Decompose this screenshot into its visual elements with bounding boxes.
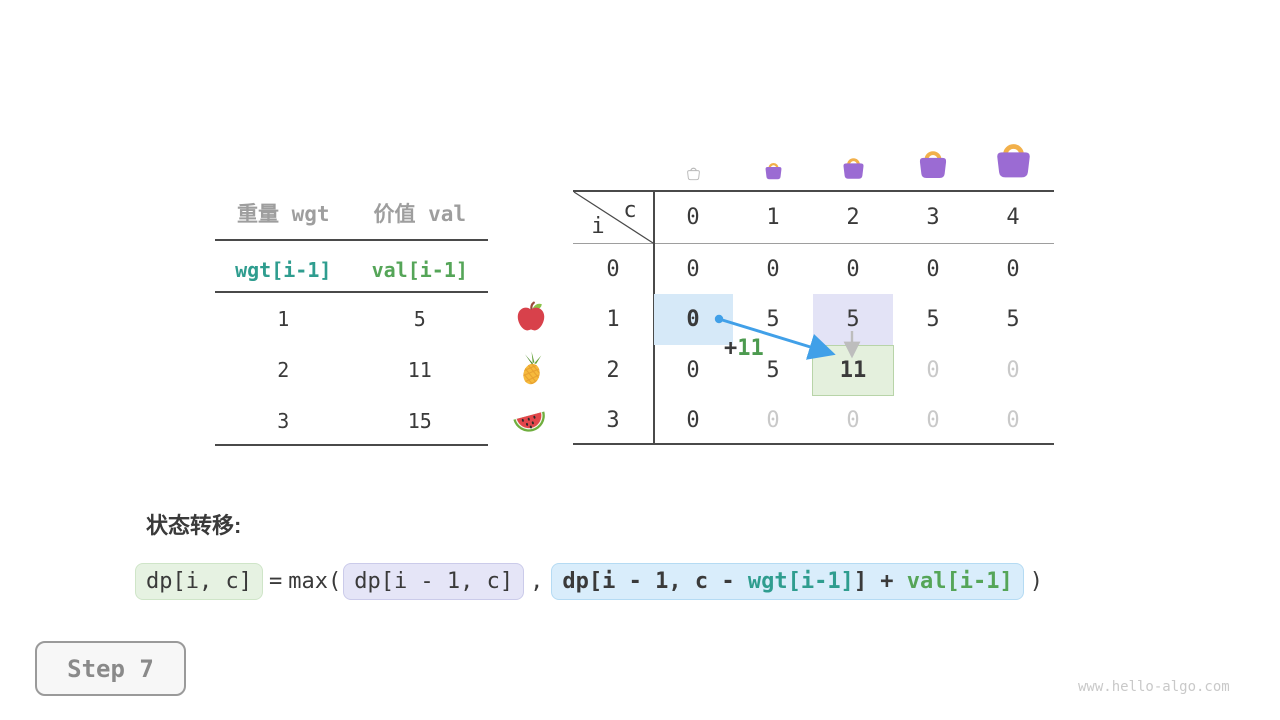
dp-col-header: 2 — [846, 205, 860, 230]
dp-cell-source: 0 — [686, 306, 700, 332]
item-weight: 1 — [277, 307, 290, 331]
dp-cell: 0 — [686, 256, 700, 282]
item-table-divider — [215, 444, 488, 446]
formula-max-open: max( — [288, 568, 342, 594]
item-value: 11 — [407, 358, 432, 382]
item-row-apple: 1 5 — [215, 307, 488, 331]
option2-wgt-term: wgt[i-1] — [747, 568, 854, 594]
dp-col-header: 1 — [766, 205, 780, 230]
bag-icon-size-1 — [762, 158, 785, 186]
item-table-divider — [215, 239, 488, 241]
bag-icon-size-3 — [914, 143, 952, 186]
dp-table-header-divider — [573, 243, 1054, 244]
dp-col-header: 4 — [1006, 205, 1020, 230]
empty-bag-icon — [685, 164, 702, 186]
dp-table-top-border — [573, 190, 1054, 192]
formula-option2-box: dp[i - 1, c - wgt[i-1]] + val[i-1] — [551, 562, 1024, 600]
item-value: 5 — [413, 307, 426, 331]
formula-close-paren: ) — [1029, 568, 1044, 594]
dp-table-bottom-border — [573, 443, 1054, 445]
formula-lhs-box: dp[i, c] — [135, 562, 263, 600]
transition-heading: 状态转移: — [146, 513, 242, 538]
watermark-url: www.hello-algo.com — [1078, 679, 1230, 695]
item-table-header: 重量 wgt 价值 val — [215, 198, 488, 228]
dp-cell-pending: 0 — [766, 407, 780, 433]
formula-option1-box: dp[i - 1, c] — [343, 562, 525, 600]
item-value: 15 — [407, 409, 432, 433]
dp-cell-pending: 0 — [846, 407, 860, 433]
plus-value-label: +11 — [724, 336, 764, 361]
value-column-header: 价值 val — [373, 202, 467, 226]
dp-cell: 0 — [846, 256, 860, 282]
dp-cell-pending: 0 — [926, 407, 940, 433]
transition-formula: dp[i, c] = max( dp[i - 1, c] , dp[i - 1,… — [135, 560, 1049, 602]
formula-comma: , — [530, 568, 544, 594]
dp-col-header: 0 — [686, 205, 700, 230]
pineapple-icon — [514, 350, 550, 386]
watermelon-icon — [512, 402, 548, 438]
step-button[interactable]: Step 7 — [35, 641, 186, 696]
dp-cell: 5 — [766, 357, 780, 383]
item-weight: 3 — [277, 409, 290, 433]
item-table-index-row: wgt[i-1] val[i-1] — [215, 258, 488, 282]
item-row-watermelon: 3 15 — [215, 409, 488, 433]
dp-col-header: 3 — [926, 205, 940, 230]
dp-cell: 0 — [686, 357, 700, 383]
option2-val-term: val[i-1] — [906, 568, 1013, 594]
dp-cell: 0 — [766, 256, 780, 282]
dp-cell: 0 — [686, 407, 700, 433]
bag-icon-size-4 — [990, 134, 1037, 186]
item-table-divider — [215, 291, 488, 293]
item-row-pineapple: 2 11 — [215, 358, 488, 382]
val-index-label: val[i-1] — [371, 258, 468, 282]
dp-cell: 0 — [926, 256, 940, 282]
dp-row-header: 3 — [606, 407, 620, 433]
option2-prefix: dp[i - 1, c - — [562, 568, 748, 594]
weight-column-header: 重量 wgt — [236, 202, 330, 226]
dp-row-header: 1 — [606, 306, 620, 332]
dp-cell-result: 11 — [839, 357, 867, 383]
plus-sign: + — [724, 336, 738, 361]
dp-corner-row-var: i — [591, 214, 605, 239]
dp-corner-col-var: c — [623, 198, 637, 223]
formula-equals: = — [268, 568, 283, 594]
added-value: 11 — [737, 336, 764, 361]
dp-cell: 5 — [1006, 306, 1020, 332]
dp-cell: 0 — [1006, 256, 1020, 282]
apple-icon — [514, 300, 550, 336]
dp-cell-above: 5 — [846, 306, 860, 332]
dp-cell-pending: 0 — [1006, 357, 1020, 383]
dp-cell-pending: 0 — [926, 357, 940, 383]
dp-row-header: 0 — [606, 256, 620, 282]
dp-row-header: 2 — [606, 357, 620, 383]
dp-cell-pending: 0 — [1006, 407, 1020, 433]
bag-icon-size-2 — [839, 152, 868, 186]
wgt-index-label: wgt[i-1] — [235, 258, 332, 282]
item-weight: 2 — [277, 358, 290, 382]
option2-middle: ] + — [853, 568, 907, 594]
dp-cell: 5 — [926, 306, 940, 332]
